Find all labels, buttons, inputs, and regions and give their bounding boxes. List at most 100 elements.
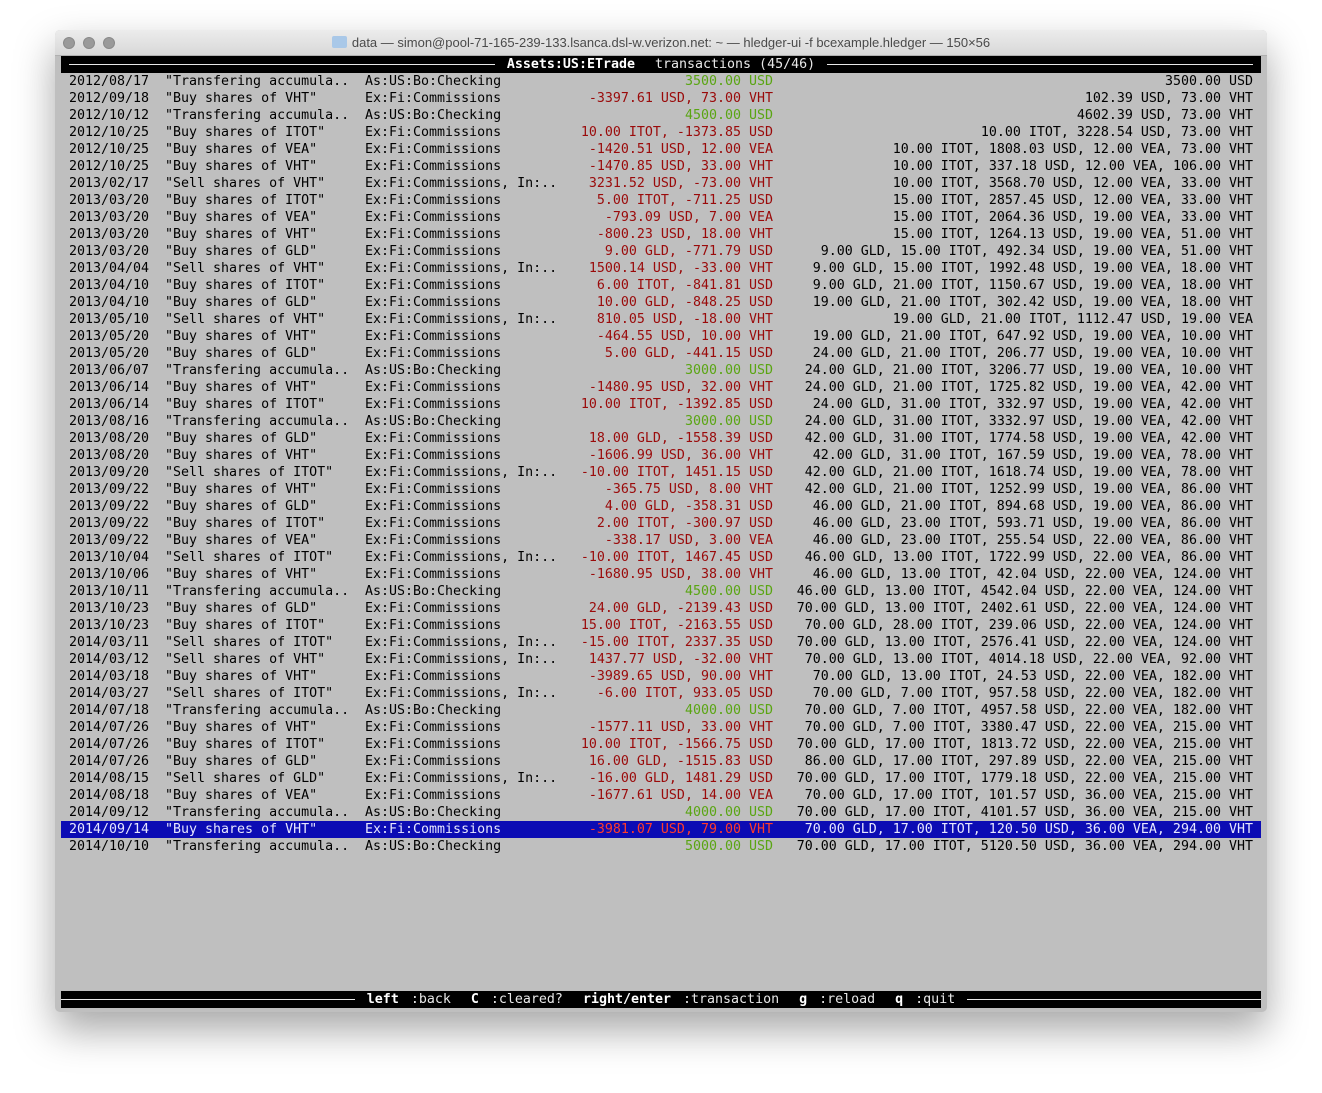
transaction-row[interactable]: 2013/10/23 "Buy shares of GLD" Ex:Fi:Commi…: [61, 600, 1261, 617]
account: Ex:Fi:Commissions: [365, 822, 502, 837]
transaction-row[interactable]: 2013/09/22 "Buy shares of VEA" Ex:Fi:Commi…: [61, 532, 1261, 549]
account: Ex:Fi:Commissions: [365, 244, 502, 259]
amount: -16.00 GLD, 1481.29 USD: [588, 771, 773, 786]
date: 2012/09/18: [69, 91, 150, 106]
description: "Buy shares of ITOT": [165, 737, 326, 752]
date: 2013/06/07: [69, 363, 150, 378]
transaction-row[interactable]: 2013/03/20 "Buy shares of VHT" Ex:Fi:Commi…: [61, 226, 1261, 243]
amount: 3000.00 USD: [684, 363, 773, 378]
transaction-row[interactable]: 2014/07/26 "Buy shares of ITOT" Ex:Fi:Comm…: [61, 736, 1261, 753]
transaction-row[interactable]: 2013/10/04 "Sell shares of ITOT" Ex:Fi:Com…: [61, 549, 1261, 566]
transaction-row[interactable]: 2013/08/20 "Buy shares of GLD" Ex:Fi:Commi…: [61, 430, 1261, 447]
transaction-row[interactable]: 2013/03/20 "Buy shares of GLD" Ex:Fi:Commi…: [61, 243, 1261, 260]
transaction-row[interactable]: 2013/10/11 "Transfering accumula.. As:US:B…: [61, 583, 1261, 600]
account: Ex:Fi:Commissions, In:..: [365, 652, 558, 667]
transaction-row[interactable]: 2013/03/20 "Buy shares of VEA" Ex:Fi:Commi…: [61, 209, 1261, 226]
transaction-row[interactable]: 2013/09/22 "Buy shares of ITOT" Ex:Fi:Comm…: [61, 515, 1261, 532]
balance: 70.00 GLD, 13.00 ITOT, 2402.61 USD, 22.0…: [796, 601, 1253, 616]
key-help: left:back C:cleared? right/enter:transac…: [354, 992, 968, 1007]
minimize-button[interactable]: [83, 37, 95, 49]
account: Ex:Fi:Commissions: [365, 499, 502, 514]
amount: 10.00 ITOT, -1566.75 USD: [580, 737, 773, 752]
close-button[interactable]: [63, 37, 75, 49]
description: "Buy shares of VHT": [165, 482, 318, 497]
amount: 15.00 ITOT, -2163.55 USD: [580, 618, 773, 633]
account: Ex:Fi:Commissions: [365, 788, 502, 803]
date: 2013/05/20: [69, 329, 150, 344]
account: Ex:Fi:Commissions: [365, 295, 502, 310]
transaction-row[interactable]: 2013/10/06 "Buy shares of VHT" Ex:Fi:Commi…: [61, 566, 1261, 583]
description: "Sell shares of GLD": [165, 771, 326, 786]
window-title: data — simon@pool-71-165-239-133.lsanca.…: [351, 35, 991, 50]
amount: -1420.51 USD, 12.00 VEA: [588, 142, 773, 157]
balance: 102.39 USD, 73.00 VHT: [1084, 91, 1253, 106]
description: "Buy shares of VHT": [165, 567, 318, 582]
date: 2014/09/12: [69, 805, 150, 820]
date: 2013/05/10: [69, 312, 150, 327]
transaction-row[interactable]: 2014/10/10 "Transfering accumula.. As:US:B…: [61, 838, 1261, 855]
description: "Buy shares of GLD": [165, 295, 318, 310]
balance: 46.00 GLD, 23.00 ITOT, 593.71 USD, 19.00…: [812, 516, 1253, 531]
description: "Buy shares of VHT": [165, 380, 318, 395]
transaction-row[interactable]: 2013/09/20 "Sell shares of ITOT" Ex:Fi:Com…: [61, 464, 1261, 481]
amount: -365.75 USD, 8.00 VHT: [604, 482, 773, 497]
balance: 9.00 GLD, 21.00 ITOT, 1150.67 USD, 19.00…: [812, 278, 1253, 293]
transaction-row-selected[interactable]: 2014/09/14 "Buy shares of VHT" Ex:Fi:Commi…: [61, 821, 1261, 838]
transaction-row[interactable]: 2013/06/14 "Buy shares of ITOT" Ex:Fi:Comm…: [61, 396, 1261, 413]
description: "Buy shares of GLD": [165, 601, 318, 616]
description: "Sell shares of VHT": [165, 652, 326, 667]
transaction-row[interactable]: 2013/04/10 "Buy shares of ITOT" Ex:Fi:Comm…: [61, 277, 1261, 294]
amount: -464.55 USD, 10.00 VHT: [596, 329, 773, 344]
transaction-row[interactable]: 2013/09/22 "Buy shares of VHT" Ex:Fi:Commi…: [61, 481, 1261, 498]
transaction-row[interactable]: 2014/03/27 "Sell shares of ITOT" Ex:Fi:Com…: [61, 685, 1261, 702]
transaction-row[interactable]: 2012/10/12 "Transfering accumula.. As:US:B…: [61, 107, 1261, 124]
transaction-row[interactable]: 2014/07/18 "Transfering accumula.. As:US:B…: [61, 702, 1261, 719]
transaction-row[interactable]: 2014/07/26 "Buy shares of VHT" Ex:Fi:Commi…: [61, 719, 1261, 736]
account: As:US:Bo:Checking: [365, 805, 502, 820]
account: Ex:Fi:Commissions: [365, 380, 502, 395]
transaction-row[interactable]: 2013/02/17 "Sell shares of VHT" Ex:Fi:Comm…: [61, 175, 1261, 192]
transaction-row[interactable]: 2014/03/18 "Buy shares of VHT" Ex:Fi:Commi…: [61, 668, 1261, 685]
description: "Sell shares of VHT": [165, 312, 326, 327]
transaction-row[interactable]: 2014/03/11 "Sell shares of ITOT" Ex:Fi:Com…: [61, 634, 1261, 651]
description: "Buy shares of GLD": [165, 244, 318, 259]
amount: 3500.00 USD: [684, 74, 773, 89]
zoom-button[interactable]: [103, 37, 115, 49]
description: "Buy shares of ITOT": [165, 125, 326, 140]
transaction-row[interactable]: 2014/03/12 "Sell shares of VHT" Ex:Fi:Comm…: [61, 651, 1261, 668]
transaction-row[interactable]: 2013/03/20 "Buy shares of ITOT" Ex:Fi:Comm…: [61, 192, 1261, 209]
transaction-row[interactable]: 2012/09/18 "Buy shares of VHT" Ex:Fi:Commi…: [61, 90, 1261, 107]
amount: -6.00 ITOT, 933.05 USD: [596, 686, 773, 701]
transaction-row[interactable]: 2013/04/10 "Buy shares of GLD" Ex:Fi:Commi…: [61, 294, 1261, 311]
amount: 1437.77 USD, -32.00 VHT: [588, 652, 773, 667]
transaction-row[interactable]: 2014/08/15 "Sell shares of GLD" Ex:Fi:Comm…: [61, 770, 1261, 787]
transaction-row[interactable]: 2012/10/25 "Buy shares of VHT" Ex:Fi:Commi…: [61, 158, 1261, 175]
transaction-row[interactable]: 2013/05/20 "Buy shares of VHT" Ex:Fi:Commi…: [61, 328, 1261, 345]
transaction-row[interactable]: 2013/04/04 "Sell shares of VHT" Ex:Fi:Comm…: [61, 260, 1261, 277]
description: "Buy shares of VHT": [165, 448, 318, 463]
transaction-row[interactable]: 2013/08/20 "Buy shares of VHT" Ex:Fi:Commi…: [61, 447, 1261, 464]
transaction-row[interactable]: 2012/08/17 "Transfering accumula.. As:US:B…: [61, 73, 1261, 90]
transaction-row[interactable]: 2013/10/23 "Buy shares of ITOT" Ex:Fi:Comm…: [61, 617, 1261, 634]
date: 2013/09/20: [69, 465, 150, 480]
amount: 1500.14 USD, -33.00 VHT: [588, 261, 773, 276]
transaction-row[interactable]: 2014/07/26 "Buy shares of GLD" Ex:Fi:Commi…: [61, 753, 1261, 770]
date: 2013/04/10: [69, 295, 150, 310]
transaction-row[interactable]: 2014/08/18 "Buy shares of VEA" Ex:Fi:Commi…: [61, 787, 1261, 804]
transaction-row[interactable]: 2013/05/10 "Sell shares of VHT" Ex:Fi:Comm…: [61, 311, 1261, 328]
transaction-row[interactable]: 2013/08/16 "Transfering accumula.. As:US:B…: [61, 413, 1261, 430]
window-title-container: data — simon@pool-71-165-239-133.lsanca.…: [55, 35, 1267, 50]
description: "Buy shares of GLD": [165, 754, 318, 769]
transaction-row[interactable]: 2013/05/20 "Buy shares of GLD" Ex:Fi:Commi…: [61, 345, 1261, 362]
key-description: :transaction: [677, 992, 794, 1007]
description: "Buy shares of GLD": [165, 499, 318, 514]
transaction-row[interactable]: 2014/09/12 "Transfering accumula.. As:US:B…: [61, 804, 1261, 821]
transaction-row[interactable]: 2013/09/22 "Buy shares of GLD" Ex:Fi:Commi…: [61, 498, 1261, 515]
transaction-row[interactable]: 2013/06/14 "Buy shares of VHT" Ex:Fi:Commi…: [61, 379, 1261, 396]
transaction-row[interactable]: 2012/10/25 "Buy shares of ITOT" Ex:Fi:Comm…: [61, 124, 1261, 141]
transaction-row[interactable]: 2013/06/07 "Transfering accumula.. As:US:B…: [61, 362, 1261, 379]
account: As:US:Bo:Checking: [365, 414, 502, 429]
transaction-row[interactable]: 2012/10/25 "Buy shares of VEA" Ex:Fi:Commi…: [61, 141, 1261, 158]
amount: 10.00 GLD, -848.25 USD: [596, 295, 773, 310]
terminal[interactable]: Assets:US:ETrade transactions (45/46) 20…: [61, 56, 1261, 1010]
